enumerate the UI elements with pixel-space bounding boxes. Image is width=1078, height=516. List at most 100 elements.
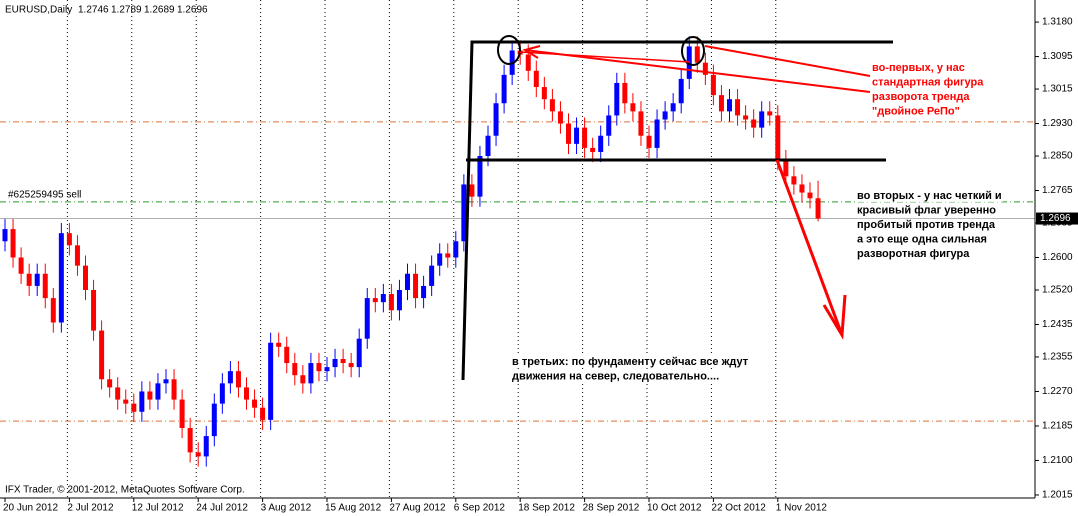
annotation-line: красивый флаг уверенно — [857, 204, 996, 216]
candle-body — [324, 367, 330, 372]
candle-body — [58, 233, 64, 323]
candle-body — [533, 70, 539, 88]
candle-body — [356, 338, 362, 368]
pointer-line — [704, 45, 871, 77]
candle-body — [807, 192, 813, 199]
y-tick-label: 1.2270 — [1042, 386, 1073, 397]
candle-body — [670, 103, 676, 112]
candle-body — [646, 135, 652, 148]
candle-body — [751, 119, 757, 128]
ohlc-high: 1.2789 — [111, 5, 142, 16]
candle-body — [694, 46, 700, 63]
x-tick-label: 20 Jun 2012 — [3, 503, 58, 514]
x-tick-label: 6 Sep 2012 — [454, 503, 506, 514]
y-tick-label: 1.2100 — [1042, 455, 1073, 466]
top-circle — [681, 36, 705, 66]
candle-body — [590, 147, 596, 152]
candle-body — [437, 253, 443, 266]
candle-body — [815, 198, 821, 219]
candle-body — [598, 135, 604, 152]
candle-body — [413, 273, 419, 299]
candle-body — [549, 99, 555, 112]
candle-body — [405, 273, 410, 290]
annotation-line: в третьих: по фундаменту сейчас все ждут — [512, 356, 749, 368]
annotation-line: разворота тренда — [872, 91, 970, 103]
candle-body — [244, 387, 249, 400]
candle-body — [501, 74, 507, 104]
candle-body — [630, 103, 636, 112]
annotation-line: стандартная фигура — [872, 76, 984, 88]
candle-body — [638, 111, 644, 136]
candle-body — [107, 379, 113, 388]
candle-body — [622, 82, 628, 104]
y-tick-label: 1.2930 — [1042, 118, 1073, 129]
x-tick-label: 28 Sep 2012 — [583, 503, 640, 514]
candle-body — [461, 184, 467, 242]
candle-body — [179, 399, 185, 428]
candle-body — [99, 330, 105, 380]
candle-body — [284, 346, 290, 364]
candle-body — [155, 383, 161, 400]
ohlc-low: 1.2689 — [144, 5, 175, 16]
candle-body — [131, 403, 137, 412]
x-tick-label: 2 Jul 2012 — [67, 503, 114, 514]
annotation-line: разворотная фигура — [857, 248, 970, 260]
candle-body — [26, 273, 32, 286]
candle-body — [227, 371, 233, 384]
candle-body — [678, 78, 684, 104]
candle-body — [203, 436, 209, 457]
y-tick-label: 1.2600 — [1042, 252, 1073, 263]
annotation-bg — [511, 355, 750, 368]
candle-body — [235, 371, 241, 388]
candle-body — [702, 62, 708, 75]
annotation-bg — [511, 370, 721, 383]
candle-body — [791, 176, 797, 185]
arrow-head — [522, 45, 541, 59]
y-tick-label: 1.3180 — [1042, 17, 1073, 28]
y-tick-label: 1.3015 — [1042, 84, 1073, 95]
annotation-line: а это еще одна сильная — [857, 233, 987, 245]
y-tick-label: 1.2355 — [1042, 352, 1073, 363]
y-tick-label: 1.3095 — [1042, 51, 1073, 62]
candle-body — [42, 273, 48, 299]
annotation-line: движения на север, следовательно.... — [512, 370, 719, 382]
annotation-bg — [856, 233, 988, 246]
x-tick-label: 3 Aug 2012 — [261, 503, 312, 514]
candle-body — [388, 294, 394, 311]
candle-body — [10, 229, 16, 258]
x-tick-label: 10 Oct 2012 — [647, 503, 702, 514]
annotation-bg — [871, 61, 966, 74]
y-tick-label: 1.2520 — [1042, 285, 1073, 296]
candle-body — [469, 184, 475, 197]
candle-body — [308, 363, 314, 384]
candle-body — [2, 229, 8, 242]
candle-body — [340, 358, 346, 364]
annotation-line: "двойное РеПо" — [872, 105, 960, 117]
candles — [2, 36, 821, 467]
annotation-bg — [871, 105, 961, 118]
candle-body — [743, 115, 749, 120]
x-tick-label: 24 Jul 2012 — [196, 503, 248, 514]
candle-body — [83, 265, 88, 290]
candle-body — [18, 257, 24, 274]
annotation-bg — [856, 247, 972, 260]
candle-body — [735, 99, 741, 116]
candle-body — [493, 103, 499, 136]
candle-body — [380, 294, 386, 303]
candle-body — [541, 87, 547, 100]
candle-body — [477, 156, 483, 197]
candle-body — [276, 342, 282, 347]
annotation-bg — [871, 90, 972, 103]
candle-body — [332, 358, 338, 368]
x-tick-label: 12 Jul 2012 — [132, 503, 184, 514]
bid-label-bg — [1036, 212, 1078, 225]
candle-body — [727, 99, 732, 112]
candle-body — [799, 184, 805, 193]
drawings — [461, 35, 893, 381]
y-tick-label: 1.2850 — [1042, 151, 1073, 162]
candle-body — [260, 407, 266, 420]
candle-body — [50, 298, 56, 323]
candle-body — [171, 379, 177, 400]
candle-body — [91, 289, 97, 331]
